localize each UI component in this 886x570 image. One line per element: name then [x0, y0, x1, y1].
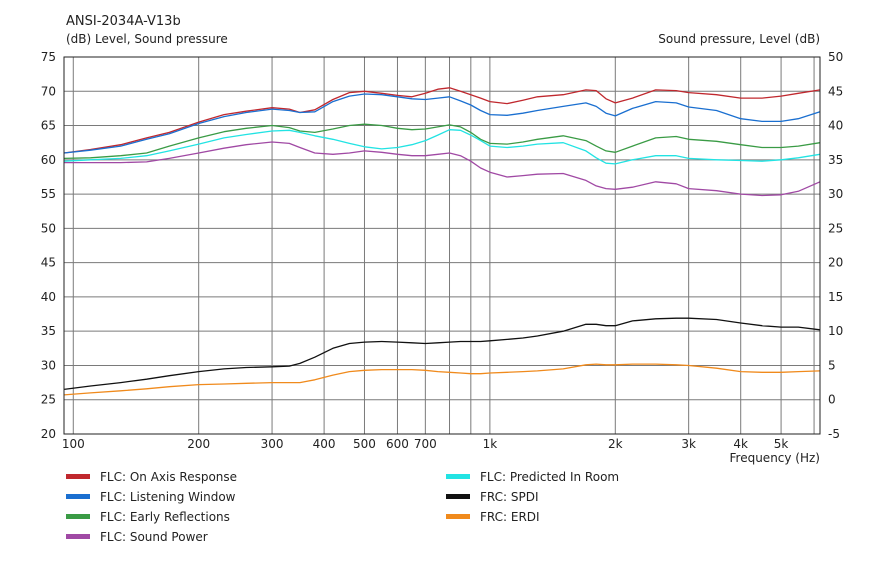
x-axis-label: Frequency (Hz): [730, 451, 821, 465]
series-line-flc-early-reflections: [63, 123, 821, 160]
plot-frame: [63, 56, 821, 435]
x-tick-label: 4k: [733, 437, 748, 451]
x-tick-label: 300: [261, 437, 284, 451]
legend-label: FLC: Listening Window: [100, 490, 236, 504]
y-right-tick-label: 0: [828, 393, 836, 407]
legend-label: FLC: Predicted In Room: [480, 470, 619, 484]
right-axis-label: Sound pressure, Level (dB): [658, 32, 820, 46]
y-left-tick-label: 25: [41, 393, 56, 407]
axis-ticks: 20 25 30 35 40 45 50 55 60 65 70 75 -5 0 5 10 15 20 25 30 35…: [41, 50, 844, 451]
x-tick-label: 5k: [774, 437, 789, 451]
x-tick-label: 100: [62, 437, 85, 451]
x-tick-label: 2k: [608, 437, 623, 451]
left-axis-label: (dB) Level, Sound pressure: [66, 32, 228, 46]
x-tick-label: 500: [353, 437, 376, 451]
series-line-flc-predicted-in-room: [63, 129, 821, 165]
y-right-tick-label: -5: [828, 427, 840, 441]
series-line-flc-sound-power: [64, 141, 821, 197]
legend-label: FLC: Early Reflections: [100, 510, 230, 524]
y-left-tick-label: 50: [41, 221, 56, 235]
legend-swatch: [66, 534, 90, 539]
y-right-tick-label: 30: [828, 187, 843, 201]
y-right-tick-label: 20: [828, 256, 843, 270]
legend-label: FLC: Sound Power: [100, 530, 208, 544]
y-right-tick-label: 35: [828, 153, 843, 167]
y-left-tick-label: 60: [41, 153, 56, 167]
chart-title: ANSI-2034A-V13b: [66, 14, 181, 29]
y-right-tick-label: 10: [828, 324, 843, 338]
y-left-tick-label: 70: [41, 84, 56, 98]
series-line-flc-on-axis-response: [63, 87, 821, 154]
y-left-tick-label: 45: [41, 256, 56, 270]
x-tick-label: 600: [386, 437, 409, 451]
y-right-tick-label: 15: [828, 290, 843, 304]
legend-swatch: [446, 494, 470, 499]
legend-swatch: [66, 474, 90, 479]
y-right-tick-label: 5: [828, 358, 836, 372]
y-right-tick-label: 50: [828, 50, 843, 64]
y-right-tick-label: 40: [828, 119, 843, 133]
series-line-frc-erdi: [63, 363, 821, 396]
y-left-tick-label: 55: [41, 187, 56, 201]
series-line-frc-spdi: [63, 317, 821, 391]
legend-label: FLC: On Axis Response: [100, 470, 237, 484]
legend-label: FRC: ERDI: [480, 510, 540, 524]
y-left-tick-label: 35: [41, 324, 56, 338]
legend: FLC: On Axis Response FLC: Listening Wind…: [66, 470, 619, 544]
legend-swatch: [446, 474, 470, 479]
legend-label: FRC: SPDI: [480, 490, 539, 504]
x-tick-label: 700: [414, 437, 437, 451]
x-tick-label: 1k: [483, 437, 498, 451]
y-left-tick-label: 40: [41, 290, 56, 304]
y-right-tick-label: 45: [828, 84, 843, 98]
y-right-tick-label: 25: [828, 221, 843, 235]
legend-swatch: [66, 494, 90, 499]
x-tick-label: 400: [313, 437, 336, 451]
y-left-tick-label: 65: [41, 119, 56, 133]
x-tick-label: 200: [187, 437, 210, 451]
legend-swatch: [446, 514, 470, 519]
y-left-tick-label: 75: [41, 50, 56, 64]
series-lines: [63, 87, 821, 396]
legend-swatch: [66, 514, 90, 519]
grid: [64, 56, 820, 435]
series-line-flc-listening-window: [63, 93, 821, 154]
y-left-tick-label: 20: [41, 427, 56, 441]
y-left-tick-label: 30: [41, 358, 56, 372]
x-tick-label: 3k: [681, 437, 696, 451]
